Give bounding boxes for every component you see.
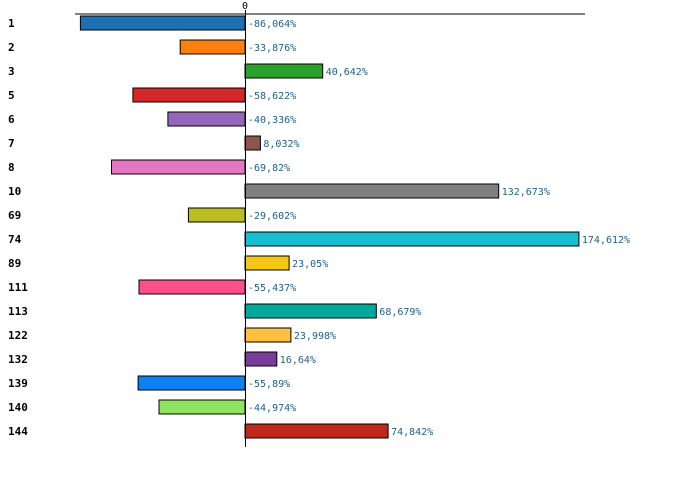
value-label-10: 132,673%: [502, 187, 550, 198]
value-label-111: -55,437%: [248, 283, 296, 294]
value-label-2: -33,876%: [248, 43, 296, 54]
bar-69: [187, 207, 246, 223]
bars-layer: [79, 15, 580, 439]
value-label-140: -44,974%: [248, 403, 296, 414]
category-label-8: 8: [8, 161, 15, 174]
value-label-122: 23,998%: [294, 331, 336, 342]
category-label-5: 5: [8, 89, 15, 102]
value-label-7: 8,032%: [263, 139, 299, 150]
category-label-132: 132: [8, 353, 28, 366]
category-label-6: 6: [8, 113, 15, 126]
bar-89: [244, 255, 290, 271]
category-label-7: 7: [8, 137, 15, 150]
bar-1: [79, 15, 246, 31]
bar-5: [132, 87, 246, 103]
value-label-69: -29,602%: [248, 211, 296, 222]
bar-2: [179, 39, 246, 55]
value-label-139: -55,89%: [248, 379, 290, 390]
value-label-132: 16,64%: [280, 355, 316, 366]
category-label-3: 3: [8, 65, 15, 78]
category-label-139: 139: [8, 377, 28, 390]
category-label-10: 10: [8, 185, 21, 198]
bar-113: [244, 303, 377, 319]
bar-3: [244, 63, 324, 79]
value-label-74: 174,612%: [582, 235, 630, 246]
value-label-113: 68,679%: [379, 307, 421, 318]
category-label-111: 111: [8, 281, 28, 294]
category-label-74: 74: [8, 233, 22, 246]
bar-140: [158, 399, 246, 415]
category-label-144: 144: [8, 425, 28, 438]
bar-6: [167, 111, 246, 127]
bar-7: [244, 135, 261, 151]
category-label-89: 89: [8, 257, 21, 270]
bar-139: [137, 375, 246, 391]
bar-74: [244, 231, 580, 247]
bar-132: [244, 351, 278, 367]
bar-122: [244, 327, 292, 343]
bar-111: [138, 279, 246, 295]
value-label-144: 74,842%: [391, 427, 433, 438]
x-tick-label-0: 0: [242, 1, 248, 12]
bar-8: [111, 159, 246, 175]
category-label-1: 1: [8, 17, 15, 30]
bar-144: [244, 423, 389, 439]
category-label-113: 113: [8, 305, 28, 318]
category-label-122: 122: [8, 329, 28, 342]
labels-layer: 1 -86,064% 2 -33,876% 3 40,642% 5 -58,622% 6 -40,…: [8, 17, 630, 438]
category-label-140: 140: [8, 401, 28, 414]
value-label-6: -40,336%: [248, 115, 296, 126]
value-label-1: -86,064%: [248, 19, 296, 30]
category-label-69: 69: [8, 209, 21, 222]
value-label-5: -58,622%: [248, 91, 296, 102]
value-label-3: 40,642%: [326, 67, 368, 78]
bar-10: [244, 183, 500, 199]
value-label-8: -69,82%: [248, 163, 290, 174]
category-label-2: 2: [8, 41, 15, 54]
axis-layer: 0: [75, 1, 585, 447]
value-label-89: 23,05%: [292, 259, 328, 270]
